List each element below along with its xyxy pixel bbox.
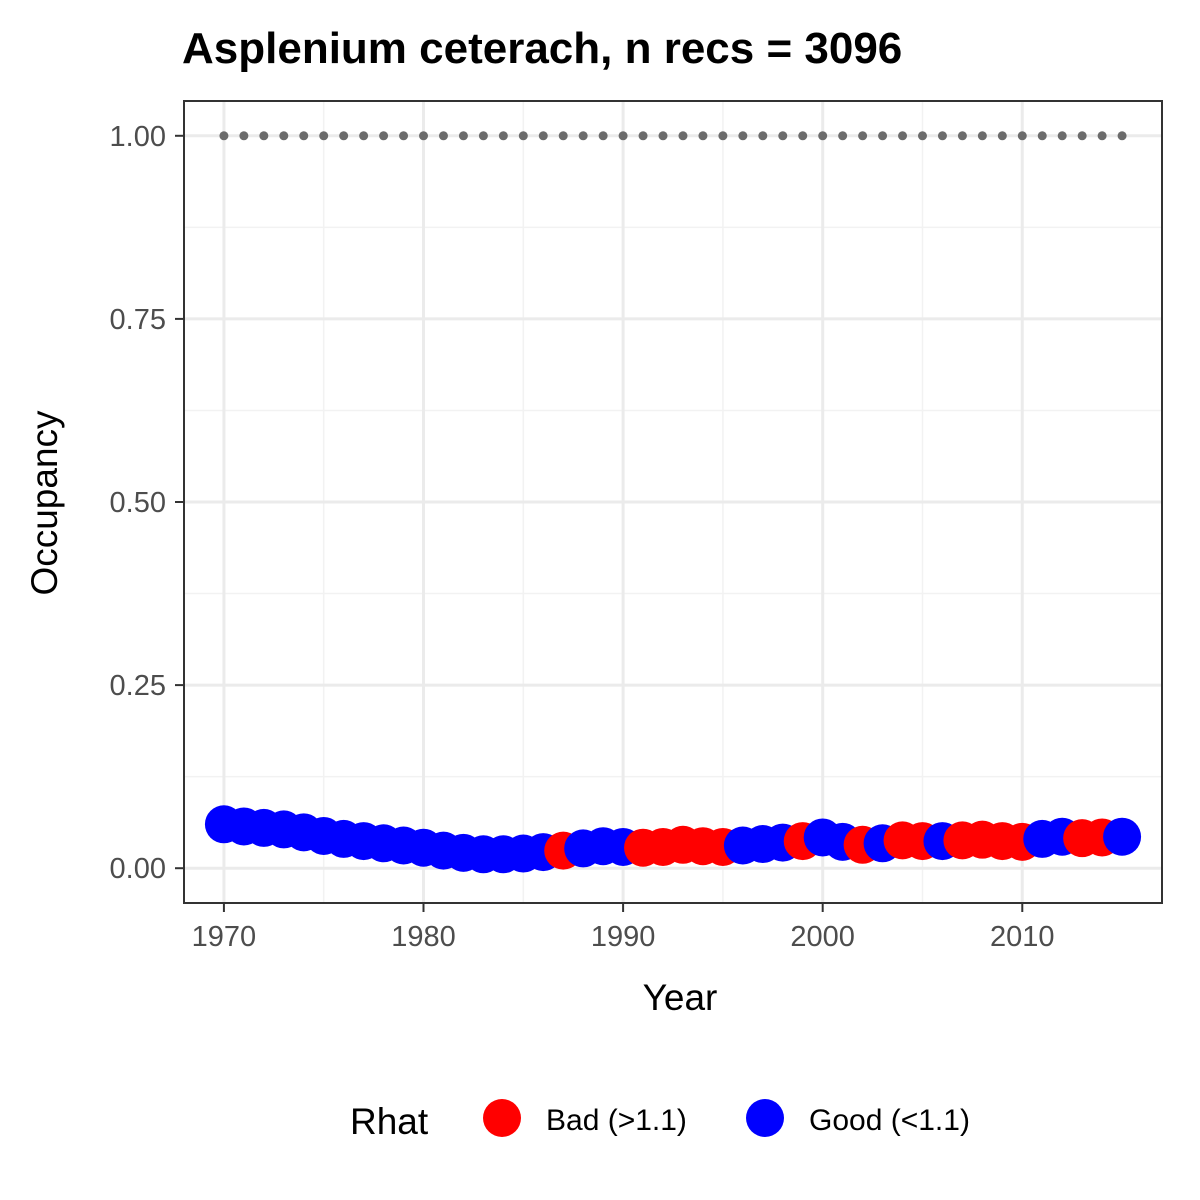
plot-area: 1970 1980 1990 2000 2010 0.00 0.25 0.50 0.75 1.00 <box>110 100 1163 953</box>
reference-point <box>858 131 868 141</box>
reference-point <box>239 131 249 141</box>
reference-point <box>498 131 508 141</box>
reference-point <box>718 131 728 141</box>
y-axis-title: Occupancy <box>24 410 65 596</box>
reference-point <box>458 131 468 141</box>
y-tick-label: 0.75 <box>110 304 166 336</box>
reference-point <box>339 131 349 141</box>
reference-point <box>399 131 409 141</box>
legend-key <box>483 1099 521 1137</box>
reference-point <box>977 131 987 141</box>
reference-point <box>219 131 229 141</box>
reference-point <box>379 131 389 141</box>
reference-point <box>478 131 488 141</box>
reference-point <box>279 131 289 141</box>
legend-key <box>746 1099 784 1137</box>
reference-point <box>578 131 588 141</box>
reference-point <box>558 131 568 141</box>
y-tick-label: 0.50 <box>110 487 166 519</box>
reference-point <box>359 131 369 141</box>
reference-point <box>1037 131 1047 141</box>
reference-point <box>658 131 668 141</box>
y-tick-label: 0.25 <box>110 670 166 702</box>
reference-point <box>798 131 808 141</box>
x-tick-label: 2010 <box>990 921 1055 953</box>
reference-point <box>758 131 768 141</box>
reference-point <box>898 131 908 141</box>
data-point <box>1103 817 1142 856</box>
x-tick-label: 1970 <box>192 921 257 953</box>
x-tick-label: 1980 <box>391 921 456 953</box>
reference-point <box>638 131 648 141</box>
reference-point <box>698 131 708 141</box>
reference-point <box>419 131 429 141</box>
reference-point <box>518 131 528 141</box>
y-tick-label: 1.00 <box>110 121 166 153</box>
reference-point <box>259 131 269 141</box>
reference-point <box>1117 131 1127 141</box>
reference-point <box>778 131 788 141</box>
reference-point <box>1077 131 1087 141</box>
chart-title: Asplenium ceterach, n recs = 3096 <box>182 24 902 73</box>
reference-point <box>838 131 848 141</box>
reference-point <box>738 131 748 141</box>
y-tick-label: 0.00 <box>110 853 166 885</box>
reference-point <box>997 131 1007 141</box>
reference-point <box>1017 131 1027 141</box>
reference-point <box>1057 131 1067 141</box>
reference-point <box>818 131 828 141</box>
x-tick-label: 1990 <box>591 921 656 953</box>
reference-point <box>957 131 967 141</box>
reference-point <box>598 131 608 141</box>
reference-point <box>618 131 628 141</box>
reference-point <box>1097 131 1107 141</box>
reference-point <box>917 131 927 141</box>
reference-point <box>438 131 448 141</box>
reference-point <box>937 131 947 141</box>
reference-point <box>538 131 548 141</box>
reference-point <box>319 131 329 141</box>
legend-label: Bad (>1.1) <box>546 1104 687 1137</box>
x-tick-label: 2000 <box>790 921 855 953</box>
legend: Rhat Bad (>1.1) Good (<1.1) <box>350 1099 970 1142</box>
reference-point <box>878 131 888 141</box>
legend-label: Good (<1.1) <box>809 1104 970 1137</box>
reference-point <box>299 131 309 141</box>
legend-title: Rhat <box>350 1101 429 1142</box>
x-axis-title: Year <box>643 977 718 1018</box>
reference-point <box>678 131 688 141</box>
